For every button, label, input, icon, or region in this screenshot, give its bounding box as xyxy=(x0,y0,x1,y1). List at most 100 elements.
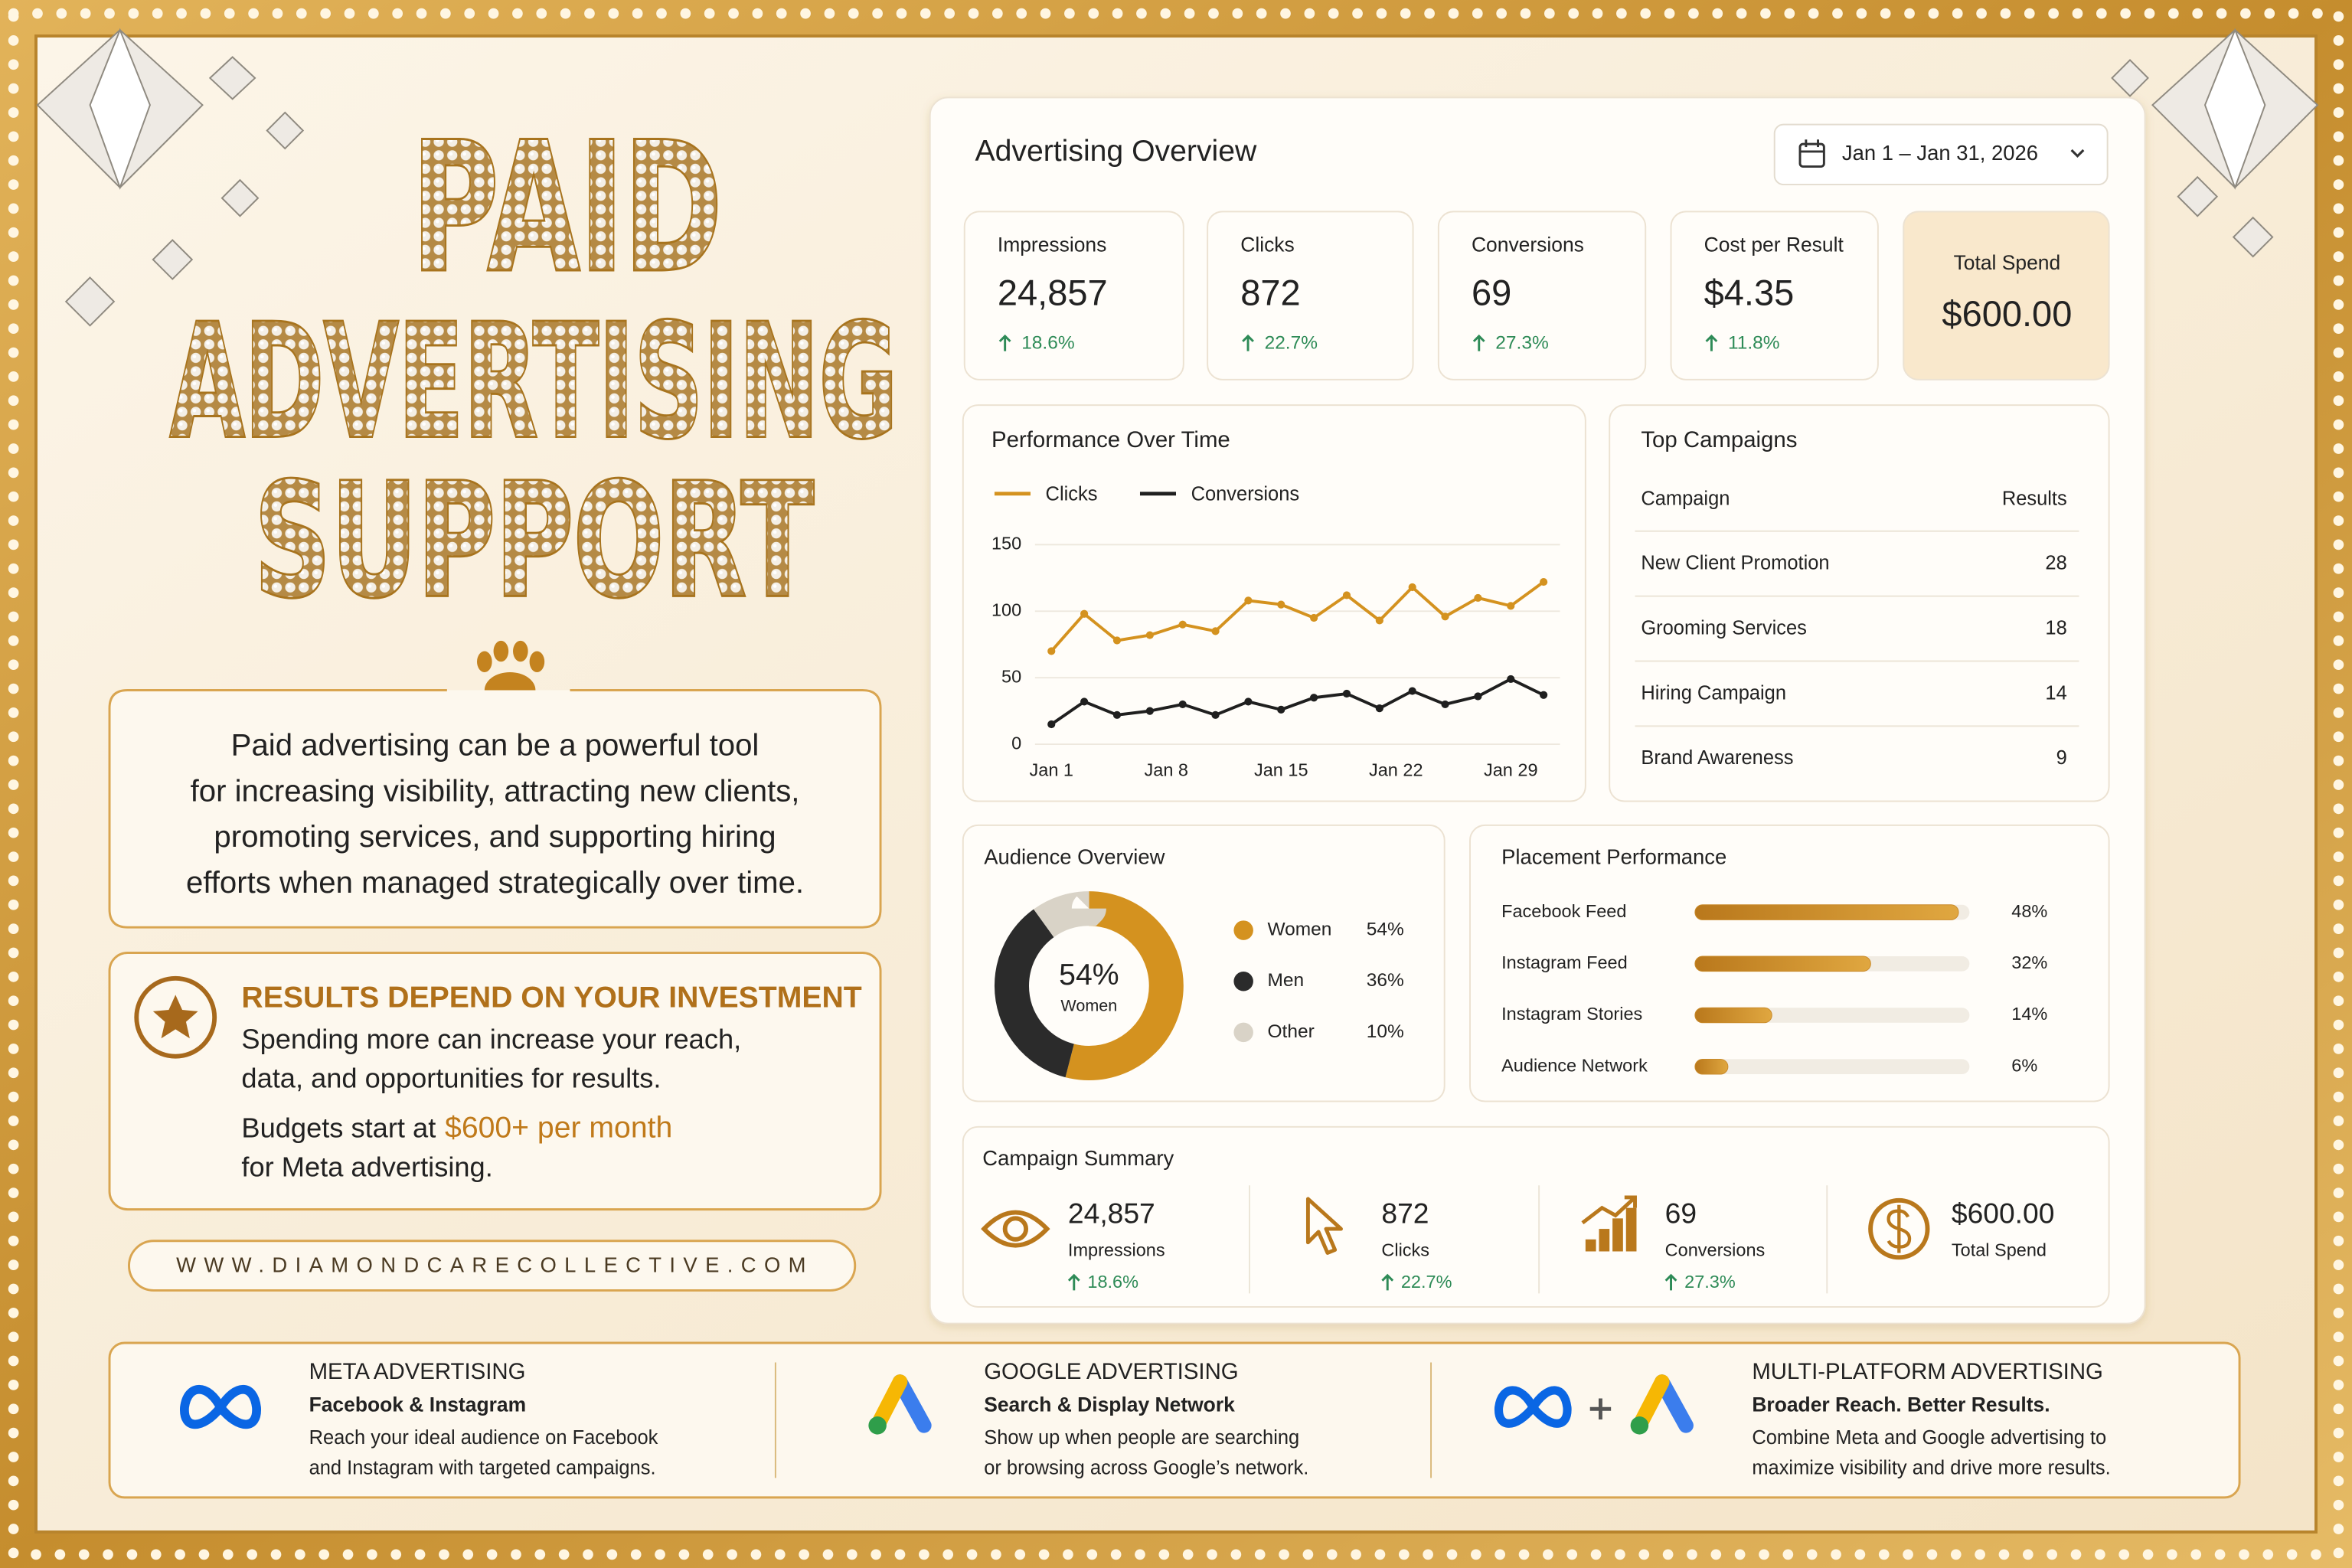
series-point xyxy=(1178,620,1187,629)
chart-title: Placement Performance xyxy=(1501,844,1726,868)
bar xyxy=(1694,1058,1729,1075)
legend-label: Other xyxy=(1268,1021,1315,1042)
eye-icon xyxy=(981,1210,1050,1248)
table-cell: 28 xyxy=(2045,553,2066,574)
kpi-value: 69 xyxy=(1472,272,1511,312)
kpi-change: 22.7% xyxy=(1265,332,1318,353)
summary-label: Clicks xyxy=(1381,1240,1429,1260)
dollar-icon xyxy=(1868,1197,1930,1260)
dashboard-title: Advertising Overview xyxy=(975,135,1257,168)
series-point xyxy=(1375,704,1383,713)
budget-suffix: for Meta advertising. xyxy=(241,1151,492,1182)
headline-line: ADVERTISING xyxy=(170,292,897,473)
legend-dot xyxy=(1233,971,1253,991)
plus-icon xyxy=(1589,1398,1612,1419)
date-picker[interactable] xyxy=(1773,123,2109,186)
x-tick-label: Jan 22 xyxy=(1369,760,1423,780)
series-point xyxy=(1080,697,1089,706)
budget-line: Budgets start at $600+ per month xyxy=(241,1112,672,1145)
bar-value-label: 32% xyxy=(2011,952,2047,972)
summary-value: $600.00 xyxy=(1952,1197,2055,1229)
kpi-label: Cost per Result xyxy=(1704,233,1844,256)
growth-icon-bar xyxy=(1585,1239,1596,1252)
kpi-value: $4.35 xyxy=(1704,272,1795,312)
website-pill xyxy=(128,1240,857,1292)
legend-label: Men xyxy=(1268,970,1305,991)
series-point xyxy=(1047,647,1056,655)
campaigns-card xyxy=(1609,404,2110,802)
kpi-label: Impressions xyxy=(998,233,1106,256)
website[interactable]: WWW.DIAMONDCARECOLLECTIVE.COM xyxy=(176,1253,814,1276)
headline-line: PAID xyxy=(412,105,723,312)
series-point xyxy=(1277,705,1285,714)
platform-title: MULTI-PLATFORM ADVERTISING xyxy=(1752,1359,2103,1384)
table-cell: Brand Awareness xyxy=(1641,747,1793,769)
series-point xyxy=(1244,596,1253,605)
kpi-label: Conversions xyxy=(1472,233,1584,256)
table-cell: 14 xyxy=(2045,682,2066,704)
summary-label: Total Spend xyxy=(1952,1240,2047,1260)
platform-title: META ADVERTISING xyxy=(309,1359,526,1384)
headline-line: SUPPORT xyxy=(254,451,814,632)
description-line: for increasing visibility, attracting ne… xyxy=(191,773,800,808)
series-point xyxy=(1540,691,1548,699)
platform-subtitle: Facebook & Instagram xyxy=(309,1393,527,1416)
kpi-value: $600.00 xyxy=(1942,293,2072,334)
platform-text: Combine Meta and Google advertising to xyxy=(1752,1427,2106,1449)
growth-icon-arrow xyxy=(1581,1195,1637,1225)
summary-value: 69 xyxy=(1665,1197,1697,1229)
y-tick-label: 0 xyxy=(1011,733,1021,753)
google-ads-logo-green xyxy=(868,1416,887,1435)
bar-label: Instagram Feed xyxy=(1501,952,1628,972)
summary-change: 22.7% xyxy=(1401,1272,1452,1292)
bar xyxy=(1694,904,1959,920)
platforms-strip xyxy=(108,1341,2241,1499)
donut-center-value: 54% xyxy=(1059,959,1119,991)
x-tick-label: Jan 15 xyxy=(1254,760,1308,780)
series-point xyxy=(1080,609,1089,618)
up-arrow xyxy=(1664,1273,1677,1291)
google-ads-logo-green xyxy=(1630,1416,1649,1435)
description-box xyxy=(108,689,882,929)
diamond-decoration xyxy=(36,28,2319,327)
date-range[interactable]: Jan 1 – Jan 31, 2026 xyxy=(1842,141,2038,165)
bar-label: Audience Network xyxy=(1501,1055,1648,1075)
legend-value: 54% xyxy=(1367,920,1404,940)
series-point xyxy=(1474,593,1482,603)
meta-logo xyxy=(1494,1386,1572,1428)
legend-label: Women xyxy=(1268,920,1332,940)
platform-text: Reach your ideal audience on Facebook xyxy=(309,1427,658,1449)
frame-jewels xyxy=(8,8,2344,1560)
description-line: Paid advertising can be a powerful tool xyxy=(231,728,760,763)
budget-amount: $600+ per month xyxy=(445,1112,672,1145)
chart-title: Audience Overview xyxy=(984,844,1165,868)
table-cell: Hiring Campaign xyxy=(1641,682,1786,704)
series-point xyxy=(1540,577,1548,586)
kpi-card xyxy=(1437,211,1647,381)
up-arrow xyxy=(998,334,1011,351)
series-point xyxy=(1178,700,1187,709)
description: Paid advertising can be a powerful tool f… xyxy=(186,728,804,900)
series-point xyxy=(1310,694,1318,702)
series-point xyxy=(1112,636,1122,645)
table-cell: 18 xyxy=(2045,617,2066,639)
kpi-change: 11.8% xyxy=(1728,332,1780,353)
growth-icon-bar xyxy=(1599,1229,1610,1252)
platform-text: or browsing across Google’s network. xyxy=(984,1457,1308,1478)
table-title: Top Campaigns xyxy=(1641,427,1797,452)
series-line xyxy=(1050,677,1544,726)
legend-label: Clicks xyxy=(1046,483,1098,505)
series-point xyxy=(1408,687,1416,695)
up-arrow xyxy=(1242,334,1254,351)
series-point xyxy=(1211,627,1220,635)
bar-value-label: 14% xyxy=(2011,1004,2047,1024)
budget-prefix: Budgets start at xyxy=(241,1112,436,1143)
meta-logo xyxy=(180,1384,261,1429)
platform-text: maximize visibility and drive more resul… xyxy=(1752,1457,2110,1478)
series-point xyxy=(1507,675,1515,684)
total-spend-card xyxy=(1903,211,2110,381)
dropdown-chevron xyxy=(2070,149,2085,158)
up-arrow xyxy=(1472,334,1485,351)
summary-title: Campaign Summary xyxy=(982,1146,1174,1170)
